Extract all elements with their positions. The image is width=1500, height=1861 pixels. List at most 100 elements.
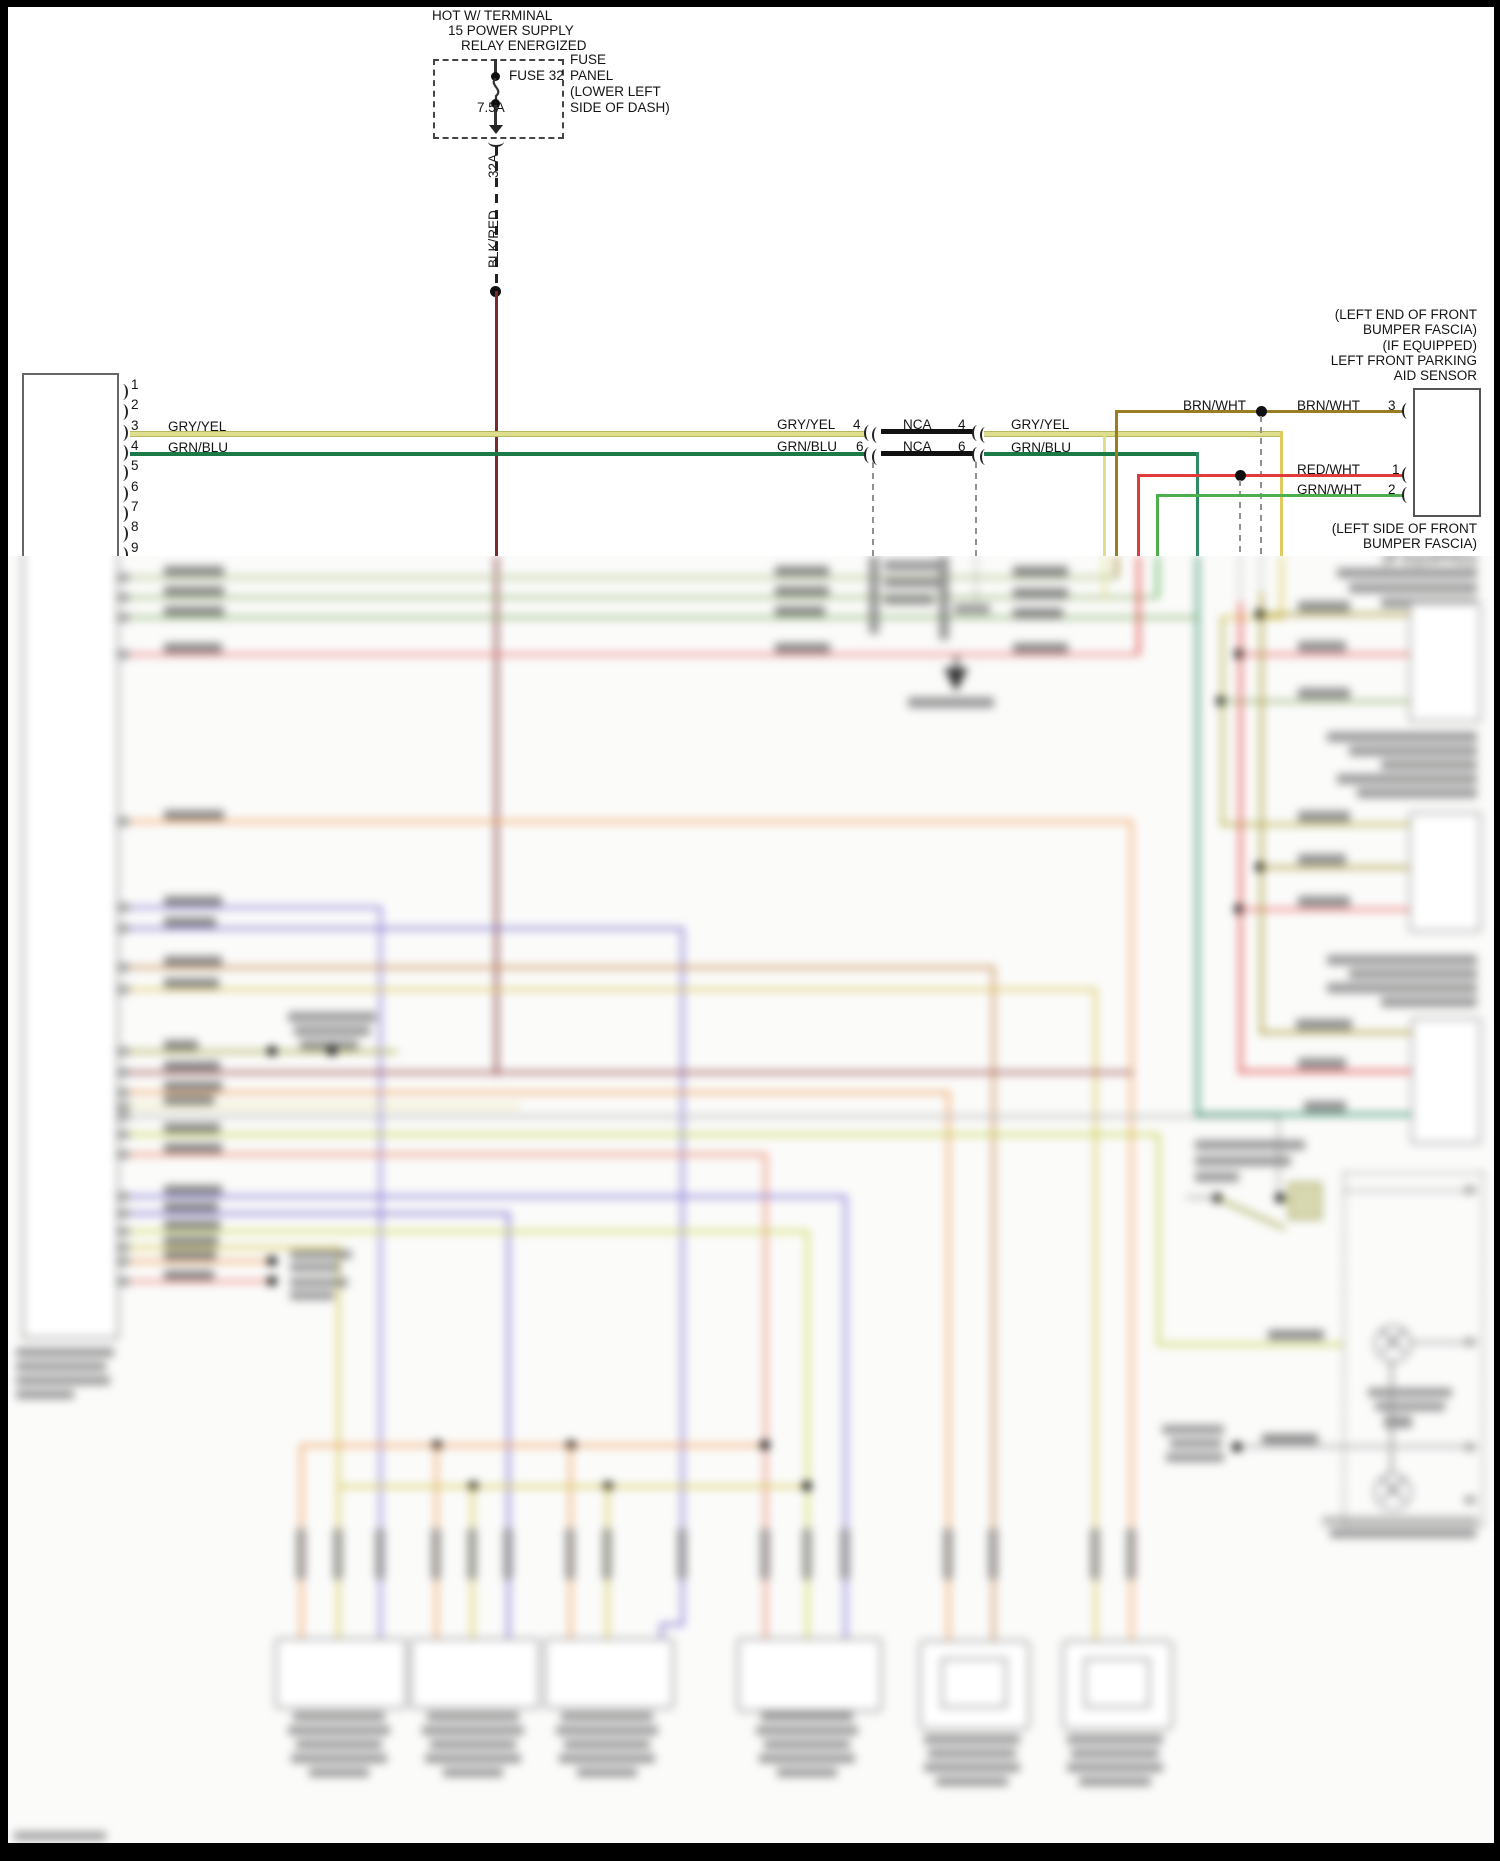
- blurred-text: [1327, 732, 1477, 742]
- blurred-wire-purple4: [130, 1212, 510, 1215]
- blurred-switch-dot: [1275, 1193, 1285, 1203]
- blurred-text: [577, 1768, 637, 1777]
- inline-connector-icon: [980, 449, 991, 465]
- blurred-wire-label: [164, 1202, 218, 1213]
- blurred-text: [288, 1012, 376, 1022]
- blurred-wire-label: [164, 1185, 222, 1196]
- grn-blu-label-mid: GRN/BLU: [777, 439, 838, 454]
- splice-pin-6-right: 6: [958, 439, 966, 454]
- blurred-text: [1067, 1735, 1163, 1744]
- blurred-pin: [116, 1277, 130, 1286]
- blurred-wire-label: [1013, 608, 1063, 619]
- blurred-footer-text: [14, 1832, 106, 1840]
- blurred-splice-dot: [267, 1256, 277, 1266]
- fuse-panel-label4: SIDE OF DASH): [570, 100, 670, 115]
- sensor-location-line4: LEFT FRONT PARKING: [1330, 353, 1477, 368]
- blurred-wire-label: [164, 1236, 218, 1247]
- blurred-olive-runB: [1260, 866, 1413, 869]
- blurred-text: [1327, 983, 1477, 993]
- blurred-inline-connector: [375, 1528, 385, 1580]
- splice-pin-4-right: 4: [958, 417, 966, 432]
- blurred-wire-purple3-drop: [844, 1195, 847, 1640]
- blurred-dashed-drop: [1239, 556, 1241, 602]
- red-wht-wire-drop: [1137, 474, 1140, 556]
- fuse-wire-top: [494, 59, 497, 74]
- blurred-text: [309, 1768, 369, 1777]
- blurred-pin: [116, 1209, 130, 1218]
- pin-number-5: 5: [131, 458, 139, 473]
- blurred-pin-label: [1298, 854, 1346, 865]
- blurred-inline-connector: [333, 1528, 343, 1580]
- gry-yel-label-left: GRY/YEL: [168, 419, 227, 434]
- blurred-wire-brown1: [130, 966, 995, 969]
- blurred-sensor-box-C: [1411, 1018, 1481, 1144]
- pin-number-9: 9: [131, 540, 139, 555]
- sensor-below-line1: (LEFT SIDE OF FRONT: [1331, 521, 1477, 536]
- blurred-inline-connector: [503, 1528, 513, 1580]
- sensor-pin-3: 3: [1388, 398, 1396, 413]
- blurred-sensor-box-B: [1409, 812, 1481, 932]
- blurred-pin: [116, 573, 130, 582]
- blurred-text: [1349, 583, 1477, 593]
- blurred-wire-label: [1262, 1434, 1318, 1444]
- nca-bus-bottom: [881, 451, 973, 456]
- blurred-red-runC: [1239, 1070, 1413, 1073]
- inline-connector-icon: [872, 427, 883, 443]
- blk-red-wire: [495, 291, 498, 556]
- blurred-text: [290, 1291, 334, 1300]
- blurred-text: [443, 1768, 503, 1777]
- blurred-dashed-drop: [872, 556, 874, 602]
- blurred-text: [1349, 969, 1477, 979]
- brn-wht-label-2: BRN/WHT: [1297, 398, 1360, 413]
- brn-wht-label-1: BRN/WHT: [1183, 398, 1246, 413]
- grn-blu-wire-drop: [1196, 452, 1199, 556]
- blurred-text: [764, 1740, 850, 1749]
- blurred-text: [430, 1740, 516, 1749]
- blurred-pin: [116, 1102, 130, 1111]
- blurred-module-pin: [1464, 1186, 1476, 1194]
- nca-label-bottom: NCA: [903, 439, 932, 454]
- blurred-connector: [939, 556, 949, 640]
- blurred-inline-connector: [943, 1528, 953, 1580]
- blurred-text: [16, 1390, 74, 1399]
- blurred-splice-dot: [802, 1481, 812, 1491]
- connector-reference-dashed-line: [872, 462, 874, 556]
- pin-number-4: 4: [131, 438, 139, 453]
- blurred-text: [777, 1768, 837, 1777]
- blurred-component-box-6-inner: [1084, 1658, 1150, 1708]
- blurred-olive-runB: [1221, 823, 1413, 826]
- blurred-pin-label: [1298, 688, 1350, 699]
- blurred-wire-label: [164, 917, 216, 928]
- pin-bracket-icon: [117, 384, 128, 400]
- blurred-text: [300, 1040, 358, 1050]
- blurred-text: [1327, 955, 1477, 965]
- blurred-pin-label: [1298, 811, 1350, 822]
- blurred-text: [908, 697, 994, 708]
- sensor-pin-2: 2: [1388, 482, 1396, 497]
- blurred-text: [290, 1278, 348, 1287]
- blurred-text: [1195, 1140, 1305, 1150]
- blurred-pin: [116, 1257, 130, 1266]
- gry-yel-branch-drop: [1103, 435, 1106, 556]
- fuse-rating: 7.5A: [477, 100, 505, 115]
- blurred-pin: [116, 1192, 130, 1201]
- fuse-terminal-bottom-dot: [491, 99, 500, 108]
- connector-reference-dashed-line: [975, 462, 977, 556]
- blurred-wire-maroon1: [130, 1071, 1133, 1074]
- parking-aid-sensor-box: [1413, 388, 1481, 517]
- blurred-text: [1381, 997, 1477, 1007]
- blurred-wire-purple1: [130, 906, 382, 909]
- blurred-stub: [1186, 1196, 1216, 1199]
- pin-bracket-icon: [117, 547, 128, 563]
- blurred-text: [296, 1740, 382, 1749]
- blurred-splice-dot: [1232, 1442, 1242, 1452]
- blurred-text: [293, 1712, 385, 1721]
- pin-number-2: 2: [131, 397, 139, 412]
- sensor-location-line1: (LEFT END OF FRONT: [1334, 307, 1477, 322]
- fuse-icon: [492, 78, 500, 102]
- blurred-inline-connector: [802, 1528, 812, 1580]
- blurred-text: [884, 560, 940, 571]
- blurred-teal-run: [1196, 1113, 1413, 1116]
- blurred-wire-orange3: [130, 1260, 270, 1263]
